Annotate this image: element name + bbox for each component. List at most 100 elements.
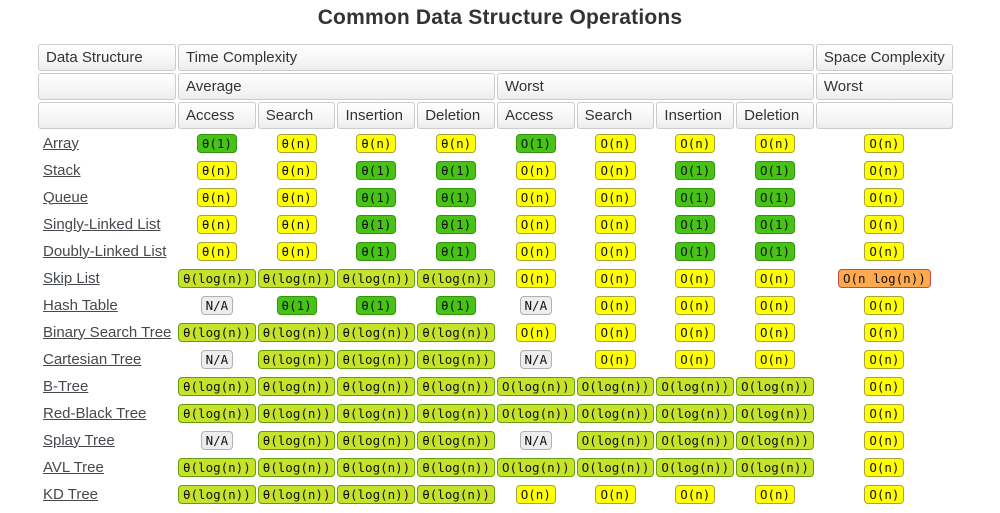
complexity-cell: θ(log(n)) <box>417 347 495 372</box>
complexity-badge: O(log(n)) <box>576 377 655 396</box>
table-row: Red-Black Tree θ(log(n)) θ(log(n)) θ(log(n… <box>38 401 953 426</box>
data-structure-name-cell: Skip List <box>38 266 176 291</box>
header-empty-cell <box>38 102 176 129</box>
complexity-cell: θ(log(n)) <box>337 401 416 426</box>
complexity-badge: O(n) <box>675 350 716 369</box>
complexity-badge: O(1) <box>675 188 716 207</box>
row-link-binary-search-tree[interactable]: Binary Search Tree <box>43 323 172 341</box>
row-link-array[interactable]: Array <box>43 134 79 152</box>
complexity-badge: O(log(n)) <box>576 431 655 450</box>
table-row: Cartesian Tree N/A θ(log(n)) θ(log(n)) θ(lo… <box>38 347 953 372</box>
header-time-complexity: Time Complexity <box>178 44 814 71</box>
row-link-red-black-tree[interactable]: Red-Black Tree <box>43 404 147 422</box>
complexity-cell: O(log(n)) <box>496 455 575 480</box>
complexity-cell: O(1) <box>736 158 814 183</box>
table-row: B-Tree θ(log(n)) θ(log(n)) θ(log(n)) θ(log(… <box>38 374 953 399</box>
table-row: Doubly-Linked List θ(n) θ(n) θ(1) θ(1) O(n) O… <box>38 239 953 264</box>
complexity-badge: θ(n) <box>196 215 237 234</box>
complexity-badge: θ(log(n)) <box>337 404 416 423</box>
complexity-cell: O(1) <box>656 158 734 183</box>
complexity-cell: O(n) <box>816 158 953 183</box>
row-link-stack[interactable]: Stack <box>43 161 81 179</box>
complexity-cell: θ(1) <box>258 293 336 318</box>
complexity-cell: O(n) <box>736 320 814 345</box>
complexity-badge: O(n) <box>864 161 905 180</box>
complexity-cell: θ(log(n)) <box>337 374 416 399</box>
table-row: KD Tree θ(log(n)) θ(log(n)) θ(log(n)) θ(log… <box>38 482 953 507</box>
complexity-badge: O(n) <box>595 485 636 504</box>
complexity-badge: N/A <box>519 296 553 315</box>
complexity-cell: O(n) <box>816 455 953 480</box>
header-avg-insertion: Insertion <box>337 102 416 129</box>
complexity-badge: θ(1) <box>436 296 477 315</box>
complexity-badge: O(n) <box>754 485 796 504</box>
complexity-cell: θ(n) <box>258 185 336 210</box>
complexity-cell: θ(log(n)) <box>337 320 416 345</box>
complexity-badge: O(log(n)) <box>496 404 575 423</box>
complexity-cell: O(n) <box>656 266 734 291</box>
data-structure-name-cell: AVL Tree <box>38 455 176 480</box>
complexity-badge: O(1) <box>754 161 796 180</box>
complexity-cell: O(n) <box>497 158 575 183</box>
complexity-cell: N/A <box>497 293 575 318</box>
complexity-cell: θ(log(n)) <box>257 320 336 345</box>
complexity-cell: O(n) <box>736 266 814 291</box>
row-link-kd-tree[interactable]: KD Tree <box>43 485 99 503</box>
header-empty-cell <box>815 102 953 129</box>
complexity-cell: O(n) <box>816 347 953 372</box>
row-link-singly-linked-list[interactable]: Singly-Linked List <box>43 215 161 233</box>
complexity-badge: θ(n) <box>436 134 477 153</box>
complexity-cell: O(log(n)) <box>736 455 814 480</box>
complexity-cell: θ(log(n)) <box>178 320 256 345</box>
complexity-cell: θ(1) <box>337 293 415 318</box>
complexity-cell: θ(n) <box>178 158 256 183</box>
complexity-cell: N/A <box>497 347 575 372</box>
complexity-cell: O(n) <box>577 131 655 156</box>
page-title: Common Data Structure Operations <box>317 6 683 29</box>
complexity-badge: O(n log(n)) <box>837 269 931 288</box>
complexity-cell: O(n) <box>577 185 655 210</box>
complexity-cell: θ(log(n)) <box>257 401 336 426</box>
complexity-cell: θ(1) <box>337 212 415 237</box>
complexity-badge: θ(log(n)) <box>337 458 416 477</box>
table-body: Array θ(1) θ(n) θ(n) θ(n) O(1) O(n) O(n) O(n) O(… <box>38 131 953 507</box>
row-link-cartesian-tree[interactable]: Cartesian Tree <box>43 350 142 368</box>
complexity-cell: θ(n) <box>178 212 256 237</box>
complexity-badge: O(n) <box>675 134 716 153</box>
complexity-badge: θ(1) <box>436 188 477 207</box>
row-link-hash-table[interactable]: Hash Table <box>43 296 118 314</box>
complexity-cell: θ(1) <box>417 185 495 210</box>
complexity-badge: O(n) <box>595 188 636 207</box>
complexity-cell: O(1) <box>656 212 734 237</box>
complexity-badge: θ(n) <box>276 161 317 180</box>
row-link-b-tree[interactable]: B-Tree <box>43 377 89 395</box>
complexity-cell: O(log(n)) <box>736 401 814 426</box>
row-link-queue[interactable]: Queue <box>43 188 89 206</box>
complexity-badge: O(log(n)) <box>576 458 655 477</box>
complexity-badge: θ(n) <box>276 215 317 234</box>
complexity-cell: θ(n) <box>178 185 256 210</box>
complexity-cell: O(n) <box>577 347 655 372</box>
row-link-avl-tree[interactable]: AVL Tree <box>43 458 104 476</box>
complexity-badge: θ(log(n)) <box>417 269 495 288</box>
complexity-badge: O(n) <box>515 323 556 342</box>
complexity-cell: O(n) <box>577 482 655 507</box>
complexity-cell: O(n) <box>816 374 953 399</box>
complexity-cell: θ(log(n)) <box>178 455 256 480</box>
complexity-cell: θ(n) <box>258 158 336 183</box>
complexity-badge: θ(log(n)) <box>257 431 336 450</box>
complexity-cell: O(n) <box>497 185 575 210</box>
complexity-badge: θ(log(n)) <box>337 323 416 342</box>
complexity-badge: N/A <box>200 431 234 450</box>
complexity-badge: O(log(n)) <box>656 458 735 477</box>
complexity-badge: O(1) <box>675 215 716 234</box>
complexity-cell: O(n) <box>497 320 575 345</box>
complexity-cell: O(n) <box>577 212 655 237</box>
complexity-badge: θ(log(n)) <box>178 377 256 396</box>
row-link-doubly-linked-list[interactable]: Doubly-Linked List <box>43 242 167 260</box>
complexity-cell: O(n) <box>497 239 575 264</box>
complexity-badge: O(1) <box>754 242 796 261</box>
complexity-cell: O(log(n)) <box>656 455 735 480</box>
row-link-splay-tree[interactable]: Splay Tree <box>43 431 115 449</box>
row-link-skip-list[interactable]: Skip List <box>43 269 100 287</box>
